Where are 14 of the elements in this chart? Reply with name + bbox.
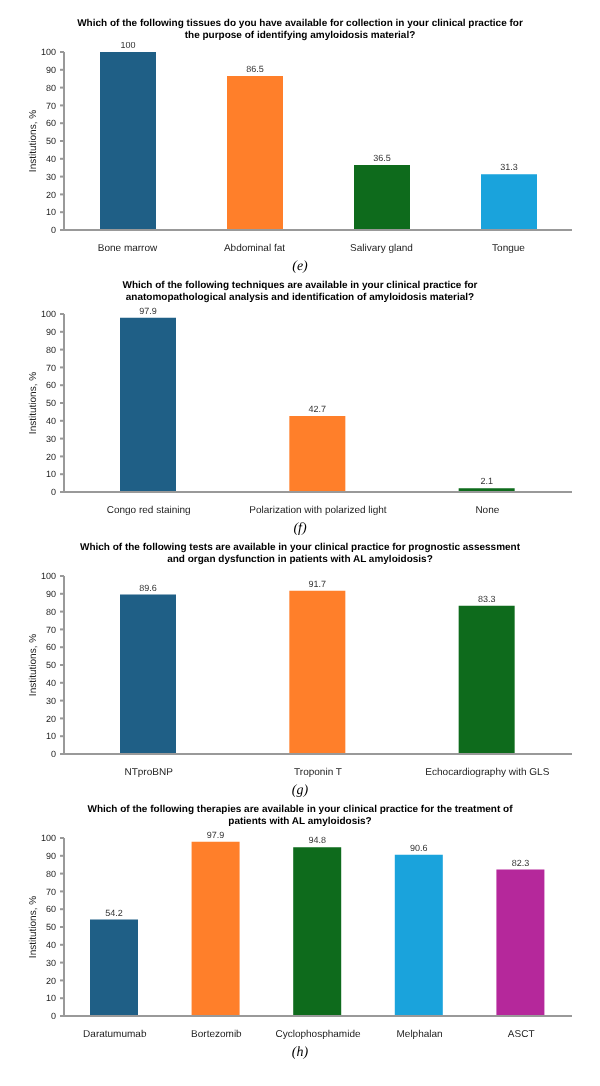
bar [394, 854, 443, 1016]
bar [100, 52, 156, 230]
bar [191, 841, 240, 1016]
bar [293, 847, 342, 1016]
bar [289, 415, 346, 492]
bar [227, 76, 283, 230]
bar [90, 919, 138, 1016]
bar [289, 590, 346, 754]
bar [496, 869, 545, 1016]
bar [120, 317, 176, 492]
bar [354, 165, 410, 230]
bar [481, 174, 537, 230]
bar [120, 594, 176, 754]
bar [458, 605, 515, 754]
